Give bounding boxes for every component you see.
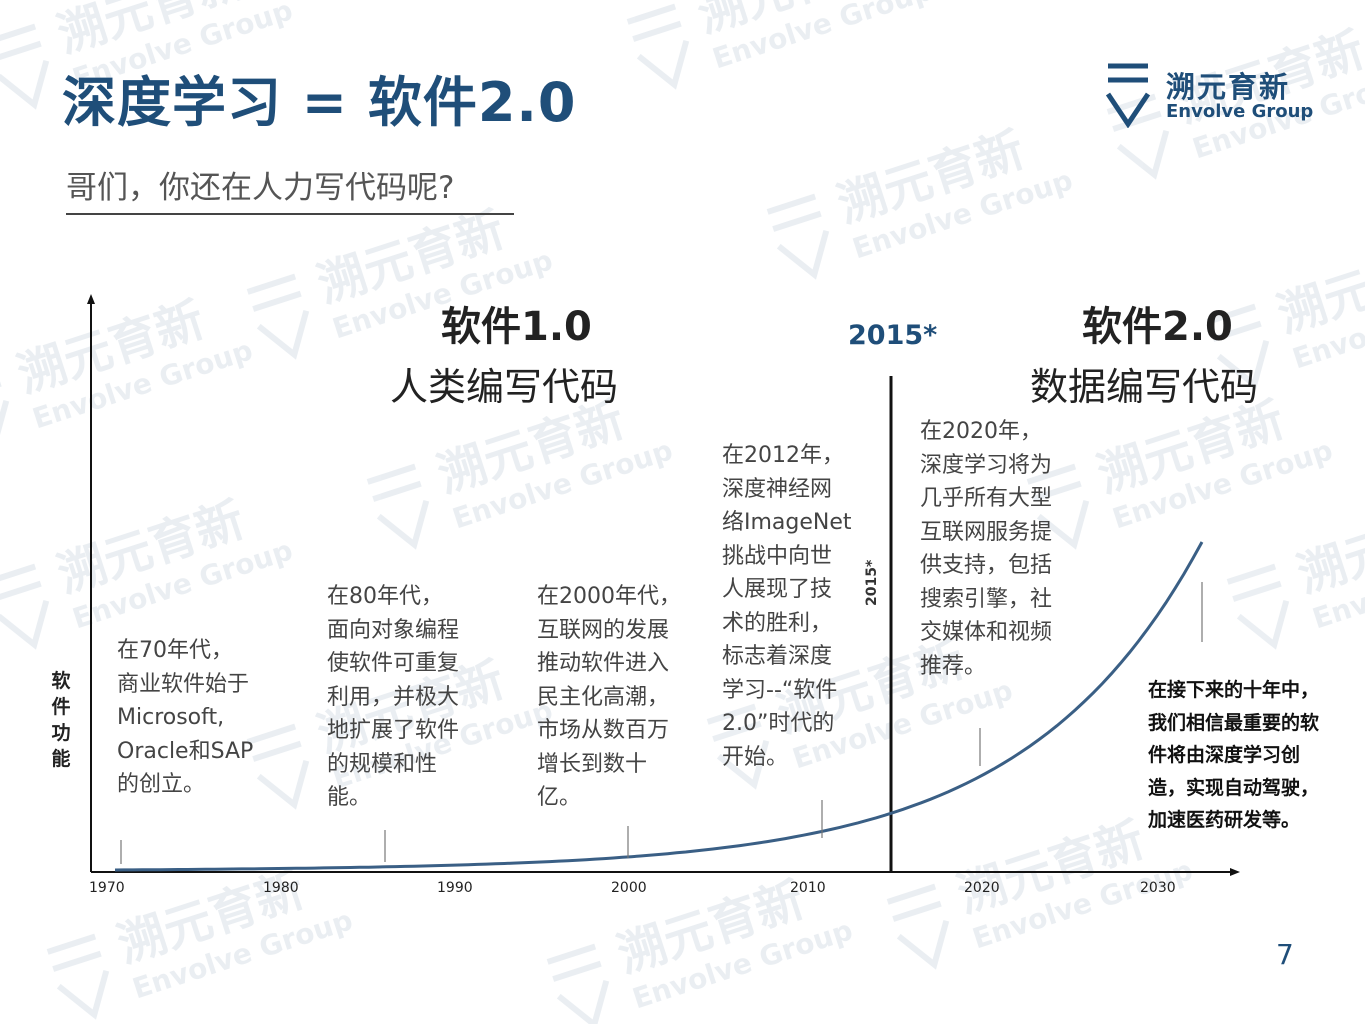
milestone-2015-label: 2015*: [848, 320, 938, 351]
note-1980s: 在80年代， 面向对象编程 使软件可重复 利用，并极大 地扩展了软件 的规模和性…: [327, 584, 460, 810]
era-software2-subtitle: 数据编写代码: [1030, 365, 1259, 409]
logo-name-cn: 溯元育新: [1166, 70, 1291, 104]
tick-label-2000: 2000: [611, 880, 647, 896]
tick-label-2030: 2030: [1140, 880, 1176, 896]
y-axis-arrow: [87, 294, 95, 304]
page-title: 深度学习 = 软件2.0: [62, 71, 577, 134]
tick-label-2010: 2010: [790, 880, 826, 896]
tick-label-2020: 2020: [964, 880, 1000, 896]
note-1970s: 在70年代， 商业软件始于 Microsoft, Oracle和SAP 的创立。: [117, 638, 254, 797]
page-number: 7: [1276, 938, 1294, 971]
envolve-logo-icon: [1105, 63, 1151, 128]
tick-label-1980: 1980: [263, 880, 299, 896]
era-software1-subtitle: 人类编写代码: [390, 365, 619, 409]
tick-label-1990: 1990: [437, 880, 473, 896]
y-axis-label: 软 件 功 能: [51, 670, 71, 770]
note-2020: 在2020年， 深度学习将为 几乎所有大型 互联网服务提 供支持，包括 搜索引擎…: [920, 419, 1053, 679]
note-2012: 在2012年， 深度神经网 络ImageNet 挑战中向世 人展现了技 术的胜利…: [722, 443, 852, 770]
era-software2-title: 软件2.0: [1082, 304, 1233, 350]
page-subtitle: 哥们，你还在人力写代码呢?: [66, 162, 514, 215]
logo-name-en: Envolve Group: [1166, 101, 1314, 122]
tick-label-1970: 1970: [89, 880, 125, 896]
note-2000s: 在2000年代， 互联网的发展 推动软件进入 民主化高潮， 市场从数百万 增长到…: [537, 584, 681, 810]
future-note: 在接下来的十年中， 我们相信最重要的软 件将由深度学习创 造，实现自动驾驶， 加…: [1148, 679, 1320, 831]
x-axis-arrow: [1230, 868, 1240, 876]
era-software1-title: 软件1.0: [441, 304, 592, 350]
note-pointers: [120, 582, 1203, 864]
growth-curve: [114, 541, 1204, 872]
